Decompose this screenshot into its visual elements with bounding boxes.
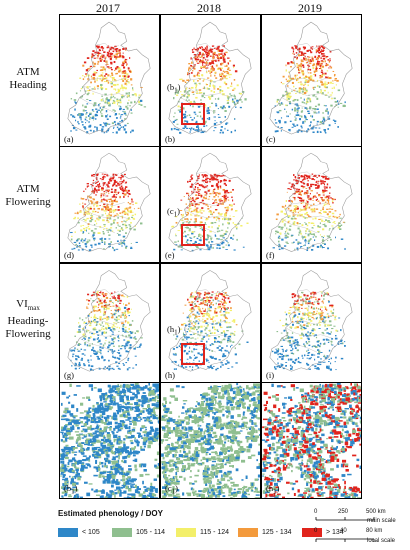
- zoom-annotation: (c1): [167, 206, 180, 219]
- main-scale-tick-2: 500 km: [366, 509, 386, 515]
- row-label-atm-heading: ATM Heading: [9, 66, 47, 91]
- zoom-region-box: [181, 103, 205, 125]
- panel-label: (f): [266, 250, 275, 260]
- legend-label: 125 - 134: [262, 528, 292, 536]
- map-panel: (h) (h1): [160, 263, 261, 383]
- map-panel: (g): [59, 263, 160, 383]
- panel-label: (h): [165, 370, 175, 380]
- year-header-2019: 2019: [298, 1, 322, 15]
- legend-title: Estimated phenology / DOY: [58, 509, 163, 518]
- panel-label: (b): [165, 134, 175, 144]
- year-header-2018: 2018: [197, 1, 221, 15]
- zoom-panel: (c1): [160, 382, 261, 499]
- map-panel: (c): [261, 14, 362, 147]
- legend-label: 115 - 124: [200, 528, 230, 536]
- legend-label: < 105: [82, 528, 100, 536]
- zoom-annotation: (b1): [167, 82, 181, 95]
- local-scale-tick-2: 80 km: [366, 528, 383, 534]
- panel-label: (e): [165, 250, 175, 260]
- legend-item: > 134: [302, 527, 344, 537]
- zoom-panel: (b1): [59, 382, 160, 499]
- panel-label: (i): [266, 370, 275, 380]
- zoom-panel-label: (h1): [266, 483, 280, 496]
- local-scale-tick-1: 40: [340, 528, 347, 534]
- row-label-vimax: VImax Heading- Flowering: [5, 298, 51, 341]
- legend-item: < 105: [58, 527, 100, 537]
- legend-label: 105 - 114: [136, 528, 166, 536]
- main-scale-tick-0: 0: [314, 509, 318, 515]
- panel-label: (a): [64, 134, 74, 144]
- zoom-region-box: [181, 343, 205, 365]
- map-panel: (d): [59, 146, 160, 263]
- legend-label: > 134: [326, 528, 344, 536]
- panel-label: (c): [266, 134, 276, 144]
- legend-item: 105 - 114: [112, 527, 165, 537]
- local-scale-tick-0: 0: [314, 528, 318, 534]
- legend-swatch: [238, 527, 258, 537]
- main-scale-label: main scale: [367, 518, 396, 524]
- zoom-annotation: (h1): [167, 324, 181, 337]
- legend-swatch: [302, 527, 322, 537]
- legend-item: 115 - 124: [176, 527, 229, 537]
- map-panel: (f): [261, 146, 362, 263]
- main-scale-tick-1: 250: [338, 509, 349, 515]
- map-panel: (b) (b1): [160, 14, 261, 147]
- map-panel: (i): [261, 263, 362, 383]
- panel-label: (g): [64, 370, 74, 380]
- local-scale-label: local scale: [367, 538, 396, 544]
- legend-swatch: [112, 527, 132, 537]
- map-panel: (e) (c1): [160, 146, 261, 263]
- zoom-region-box: [181, 224, 205, 246]
- legend-swatch: [176, 527, 196, 537]
- year-header-2017: 2017: [96, 1, 120, 15]
- zoom-panel-label: (c1): [165, 483, 178, 496]
- map-panel: (a): [59, 14, 160, 147]
- legend-swatch: [58, 527, 78, 537]
- zoom-panel: (h1): [261, 382, 362, 499]
- panel-label: (d): [64, 250, 74, 260]
- row-label-atm-flowering: ATM Flowering: [5, 183, 51, 208]
- legend-item: 125 - 134: [238, 527, 292, 537]
- zoom-panel-label: (b1): [64, 483, 78, 496]
